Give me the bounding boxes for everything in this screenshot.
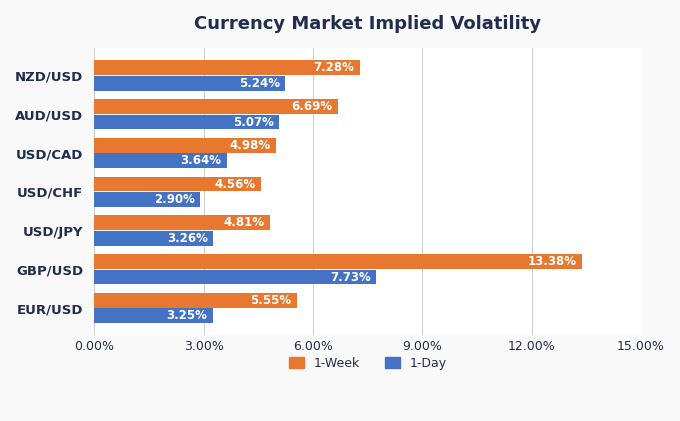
- Bar: [95, 99, 338, 114]
- Bar: [95, 76, 286, 91]
- Text: 7.28%: 7.28%: [313, 61, 354, 75]
- Bar: [95, 153, 227, 168]
- Text: 3.26%: 3.26%: [167, 232, 207, 245]
- Bar: [95, 61, 360, 75]
- Bar: [95, 254, 582, 269]
- Bar: [95, 138, 276, 153]
- Bar: [95, 270, 376, 284]
- Bar: [95, 231, 213, 245]
- Legend: 1-Week, 1-Day: 1-Week, 1-Day: [284, 352, 452, 375]
- Text: 4.98%: 4.98%: [229, 139, 271, 152]
- Text: 13.38%: 13.38%: [528, 255, 577, 268]
- Text: 2.90%: 2.90%: [154, 193, 194, 206]
- Text: 6.69%: 6.69%: [292, 100, 333, 113]
- Text: 7.73%: 7.73%: [330, 271, 371, 283]
- Text: 4.56%: 4.56%: [214, 178, 255, 191]
- Bar: [95, 216, 270, 230]
- Text: 5.07%: 5.07%: [233, 115, 273, 128]
- Text: 3.25%: 3.25%: [167, 309, 207, 322]
- Text: 3.64%: 3.64%: [181, 154, 222, 167]
- Bar: [95, 192, 200, 207]
- Bar: [95, 177, 260, 192]
- Text: 4.81%: 4.81%: [223, 216, 265, 229]
- Text: 5.24%: 5.24%: [239, 77, 280, 90]
- Bar: [95, 293, 296, 308]
- Title: Currency Market Implied Volatility: Currency Market Implied Volatility: [194, 15, 541, 33]
- Bar: [95, 309, 213, 323]
- Text: 5.55%: 5.55%: [250, 294, 291, 307]
- Bar: [95, 115, 279, 129]
